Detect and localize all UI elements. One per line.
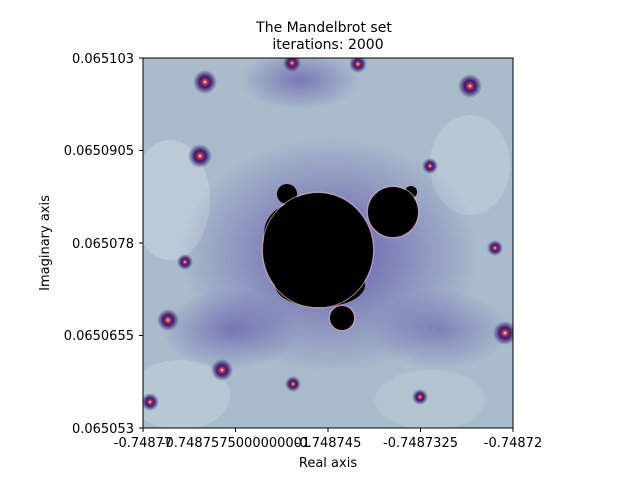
y-tick-label: 0.065103: [72, 52, 134, 67]
y-axis-label: Imaginary axis: [38, 195, 53, 291]
filament-halo: [370, 290, 510, 370]
filament-halo: [160, 290, 300, 370]
y-tick-label: 0.0650655: [64, 329, 134, 344]
plot-area: [143, 58, 513, 428]
x-axis: -0.74877 -0.7487575000000001 -0.748745 -…: [114, 428, 542, 451]
mandelbrot-set: [263, 184, 418, 330]
y-axis: 0.065103 0.0650905 0.065078 0.0650655 0.…: [64, 52, 143, 437]
light-region: [375, 370, 485, 428]
x-tick-label: -0.74877: [114, 436, 172, 451]
y-tick-label: 0.065053: [72, 422, 134, 437]
x-axis-label: Real axis: [299, 456, 357, 471]
x-tick-label: -0.748745: [295, 436, 362, 451]
y-tick-label: 0.065078: [72, 237, 134, 252]
spiral-hotspots: [143, 58, 513, 411]
light-region: [143, 360, 230, 428]
filament-halo: [240, 58, 360, 110]
chart-subtitle: iterations: 2000: [272, 37, 383, 53]
set-boundary: [261, 185, 420, 332]
x-tick-label: -0.7487325: [383, 436, 458, 451]
y-tick-label: 0.0650905: [64, 144, 134, 159]
x-tick-label: -0.74872: [484, 436, 542, 451]
chart-title: The Mandelbrot set: [255, 20, 392, 36]
x-tick-label: -0.7487575000000001: [161, 436, 310, 451]
